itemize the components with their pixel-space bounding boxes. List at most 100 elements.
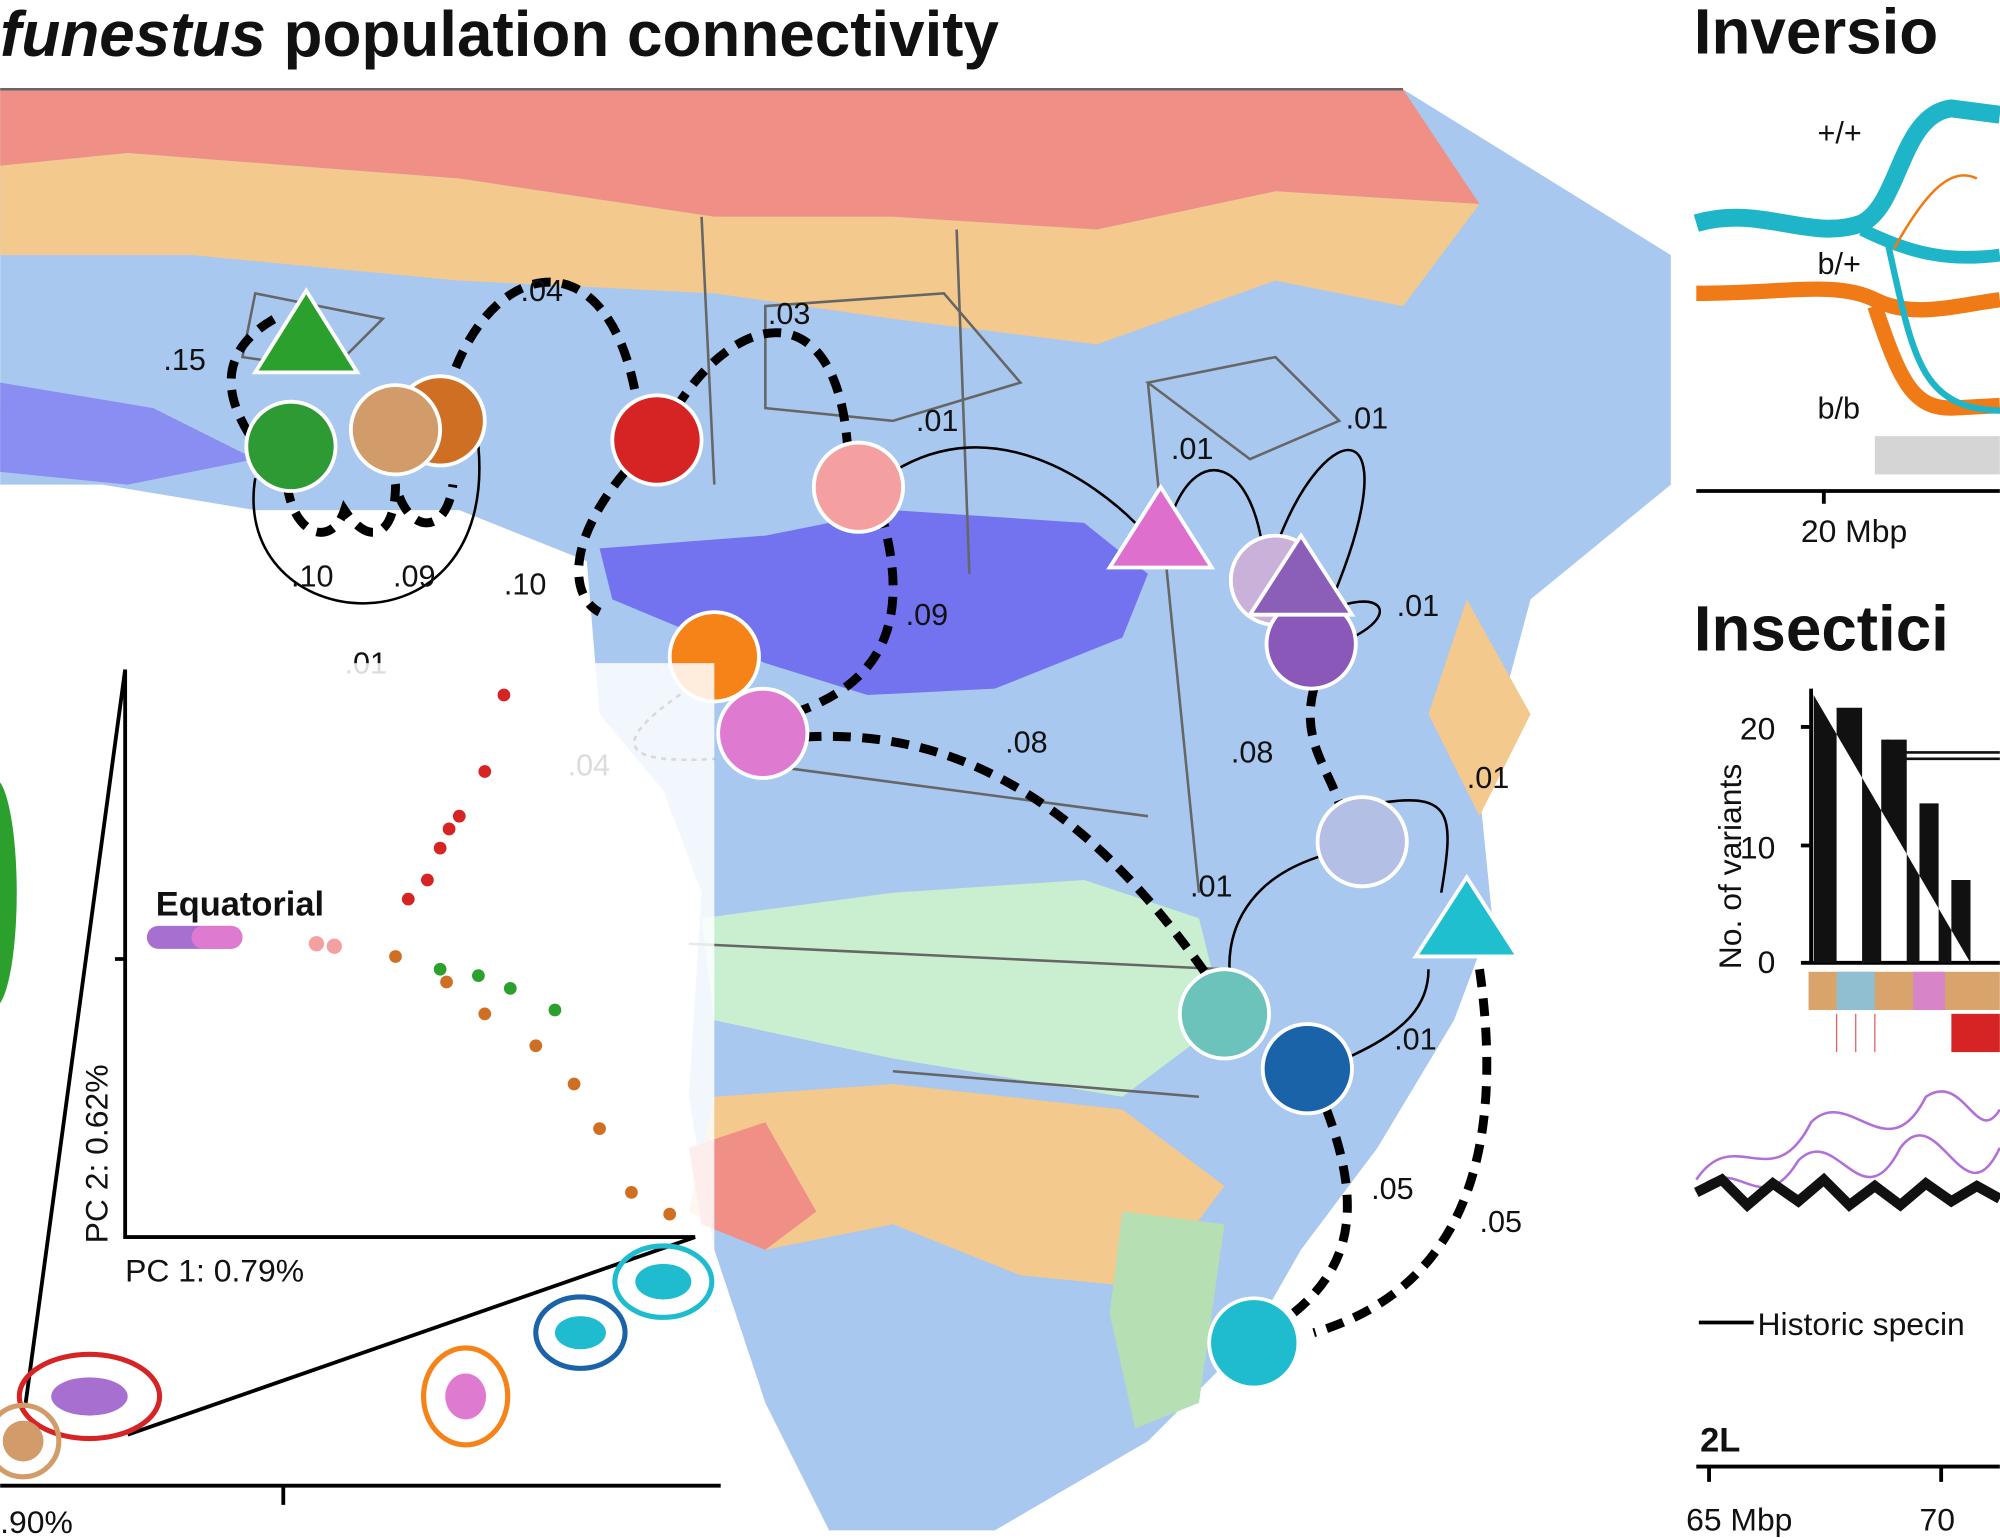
south-savanna [688, 1083, 1225, 1289]
trace [1884, 241, 2000, 414]
edge-label: .04 [520, 274, 563, 308]
color-strip [1836, 971, 1875, 1011]
edge [1377, 799, 1449, 893]
edge-label: .10 [291, 560, 334, 594]
edge-label: .03 [768, 297, 811, 331]
edge [789, 508, 898, 719]
edge-label: .15 [163, 343, 206, 377]
y-tick-label: 10 [1740, 829, 1775, 865]
insecticide-panel: Insectici No. of variants 20 10 0 Histor… [1686, 592, 2000, 1537]
trace [1859, 223, 2000, 264]
edges [226, 277, 1492, 1337]
edge [1305, 687, 1344, 805]
node [251, 287, 361, 375]
trace [1867, 303, 2000, 416]
node [1106, 483, 1216, 570]
cluster-fill [445, 1373, 487, 1420]
y-axis-label: No. of variants [1712, 764, 1748, 970]
east-savanna [1428, 599, 1531, 817]
forest-west [0, 382, 256, 485]
color-strip [1913, 971, 1945, 1011]
trace [1892, 174, 1978, 250]
node [1315, 795, 1409, 889]
cluster [533, 1294, 628, 1371]
pts-red [401, 688, 511, 906]
edge-label: .01 [1171, 432, 1214, 466]
title-italic: funestus [0, 0, 266, 70]
inversion-region [1874, 436, 2000, 475]
edge-label: .01 [1190, 870, 1233, 904]
node [348, 383, 443, 477]
genotype: b/+ [1817, 247, 1860, 281]
pts-orange [389, 950, 677, 1221]
trace [1696, 281, 2000, 318]
edge [1312, 968, 1492, 1337]
axes [1800, 688, 2000, 965]
y-tick-label: 20 [1740, 711, 1775, 747]
pca: Equatorial PC 2: 0.62% PC 1: 0.79% .90% [0, 663, 721, 1538]
edge-label: .01 [1394, 1023, 1437, 1057]
edge-label: .05 [1480, 1205, 1523, 1239]
edge [1228, 853, 1327, 983]
insecticide-title: Insectici [1694, 592, 1949, 664]
cluster-fill [635, 1263, 692, 1300]
edge [226, 314, 277, 436]
outer-axis-label: .90% [0, 1504, 73, 1538]
x-tick-label: 20 Mbp [1801, 513, 1907, 549]
pca-axes [0, 669, 721, 1505]
trace [1695, 1134, 2000, 1194]
node [1177, 967, 1271, 1061]
genotype: b/b [1817, 391, 1860, 425]
y-tick-label: 0 [1758, 944, 1776, 980]
legend-label: Historic specin [1758, 1306, 1965, 1342]
miombo [701, 879, 1225, 1097]
edge [672, 328, 853, 460]
genotype: +/+ [1817, 116, 1861, 150]
green-cluster-edge [0, 782, 17, 1004]
x-tick-label: 65 Mbp [1686, 1501, 1792, 1537]
edge-label: .08 [1231, 736, 1274, 770]
cluster-fill [51, 1377, 128, 1416]
inversion-axis [1696, 489, 2000, 504]
node [811, 440, 905, 534]
edge [574, 469, 629, 617]
pts-green [433, 962, 562, 1017]
borders-2 [0, 87, 1403, 1099]
edge-label: .05 [1371, 1172, 1414, 1206]
south-green [1109, 1211, 1225, 1429]
cluster [16, 1351, 163, 1442]
node [1207, 1296, 1301, 1390]
edge [282, 483, 458, 537]
edge [1272, 1107, 1352, 1331]
edge-label: .09 [393, 560, 436, 594]
pca-y-label: PC 2: 0.62% [78, 1064, 114, 1243]
nodes [244, 287, 1522, 1390]
node [610, 393, 704, 487]
node [716, 686, 810, 780]
edge-label: .10 [504, 567, 547, 601]
south-desert [688, 1122, 817, 1250]
pca-x-label: PC 1: 0.79% [125, 1253, 304, 1289]
edge [1172, 469, 1264, 549]
edge [1274, 448, 1382, 639]
edge [892, 446, 1137, 524]
edge-label: .08 [1005, 725, 1048, 759]
savanna-band [0, 153, 1480, 345]
tree [1886, 739, 2000, 761]
pts-pink [308, 936, 342, 954]
marker-strip [1951, 1013, 2000, 1053]
edge-label: .01 [916, 404, 959, 438]
node [1260, 1022, 1354, 1116]
edge-label: .01 [1346, 401, 1389, 435]
edge-label: .09 [906, 598, 949, 632]
chromosome: 2L [1700, 1421, 1740, 1459]
inversion-title: Inversio [1694, 0, 1938, 68]
edge [803, 731, 1216, 985]
desert-band [0, 89, 1480, 230]
title-rest: population connectivity [284, 0, 1000, 70]
edge [1345, 969, 1430, 1060]
variant-bars [1813, 695, 1971, 963]
node [244, 399, 338, 493]
edge-label: .01 [1467, 761, 1510, 795]
